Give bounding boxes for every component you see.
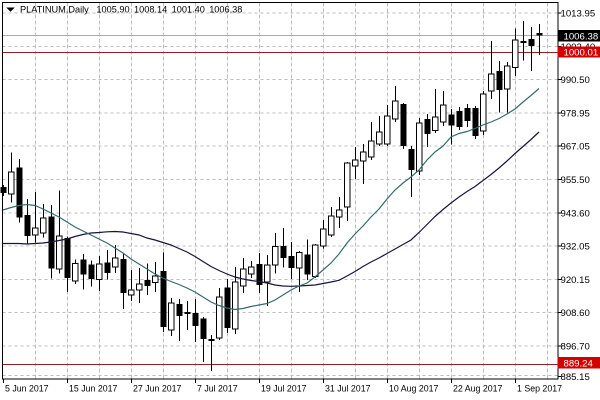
svg-text:10 Aug 2017: 10 Aug 2017 xyxy=(389,384,439,394)
svg-text:5 Jun 2017: 5 Jun 2017 xyxy=(5,384,49,394)
svg-text:1008.14: 1008.14 xyxy=(134,5,167,15)
svg-text:31 Jul 2017: 31 Jul 2017 xyxy=(325,384,371,394)
svg-text:908.60: 908.60 xyxy=(561,308,590,319)
svg-text:967.05: 967.05 xyxy=(561,142,590,153)
svg-text:885.15: 885.15 xyxy=(561,372,590,383)
svg-text:1 Sep 2017: 1 Sep 2017 xyxy=(517,384,562,394)
svg-text:PLATINUM,Daily: PLATINUM,Daily xyxy=(20,5,89,15)
svg-text:15 Jun 2017: 15 Jun 2017 xyxy=(69,384,118,394)
svg-text:990.50: 990.50 xyxy=(561,75,590,86)
svg-text:932.05: 932.05 xyxy=(561,242,590,253)
svg-text:1013.95: 1013.95 xyxy=(561,9,596,20)
svg-text:943.60: 943.60 xyxy=(561,208,590,219)
svg-text:1005.90: 1005.90 xyxy=(96,5,129,15)
svg-text:19 Jul 2017: 19 Jul 2017 xyxy=(261,384,307,394)
svg-text:978.95: 978.95 xyxy=(561,108,590,119)
svg-text:1000.01: 1000.01 xyxy=(564,48,599,59)
svg-text:1006.38: 1006.38 xyxy=(209,5,242,15)
svg-text:920.15: 920.15 xyxy=(561,275,590,286)
svg-text:1001.40: 1001.40 xyxy=(172,5,205,15)
svg-text:7 Jul 2017: 7 Jul 2017 xyxy=(197,384,238,394)
svg-text:896.70: 896.70 xyxy=(561,342,590,353)
svg-text:27 Jun 2017: 27 Jun 2017 xyxy=(133,384,182,394)
svg-text:889.24: 889.24 xyxy=(564,359,594,370)
svg-text:1006.38: 1006.38 xyxy=(564,32,599,43)
svg-text:955.50: 955.50 xyxy=(561,175,590,186)
svg-text:22 Aug 2017: 22 Aug 2017 xyxy=(453,384,503,394)
